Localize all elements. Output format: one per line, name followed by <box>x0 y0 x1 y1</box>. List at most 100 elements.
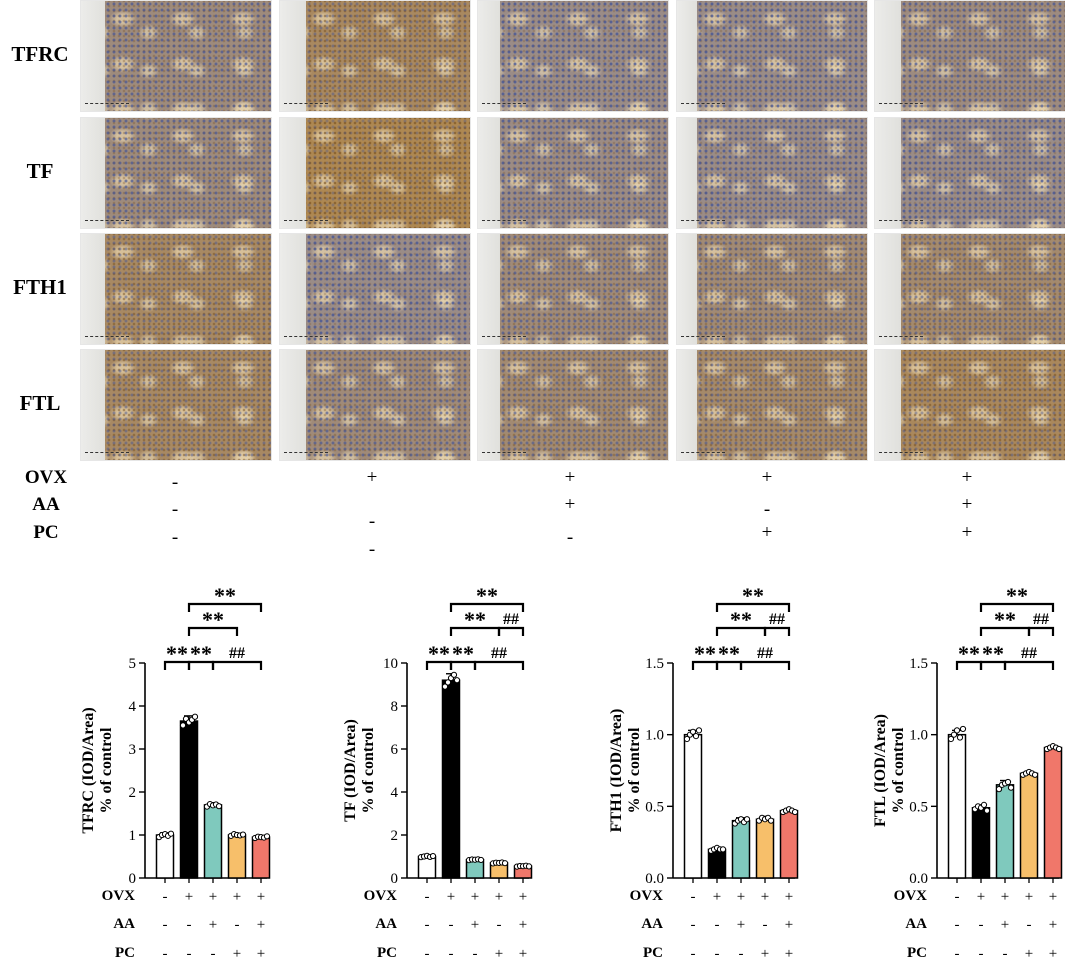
data-point <box>465 857 473 864</box>
bar-group-4 <box>227 834 247 879</box>
significance-label: ## <box>229 645 245 662</box>
y-axis-label: FTL (IOD/Area) <box>872 714 889 827</box>
bar-group-1 <box>417 855 437 879</box>
treatment-mark-ovx-group-5: + <box>961 467 973 488</box>
chart-treatment-mark: + <box>761 889 769 905</box>
stained-tissue <box>306 234 470 344</box>
y-tick-label: 1.0 <box>909 728 928 744</box>
stained-tissue <box>500 350 668 460</box>
stained-tissue <box>697 234 867 344</box>
significance-bracket <box>449 660 477 670</box>
scale-bar <box>482 220 526 224</box>
chart-treatment-mark: + <box>471 889 479 905</box>
y-tick-label: 8 <box>391 699 399 715</box>
treatment-mark-ovx-group-2: + <box>366 467 378 488</box>
data-point <box>998 781 1006 788</box>
y-tick-label: 0 <box>391 871 399 887</box>
chart-treatment-mark: + <box>257 889 265 905</box>
significance-bracket <box>979 602 1055 612</box>
scale-bar <box>284 220 328 224</box>
significance-bracket <box>187 660 215 670</box>
data-point <box>788 807 796 814</box>
cortical-bone-region <box>280 118 306 228</box>
micrograph-tfrc-group-5 <box>874 0 1065 112</box>
data-point <box>453 677 461 684</box>
data-point <box>260 834 268 841</box>
data-point <box>755 817 763 824</box>
data-point <box>167 830 175 837</box>
chart-treatment-label-aa: AA <box>641 916 663 932</box>
significance-label: ## <box>769 611 785 628</box>
data-point <box>719 846 727 853</box>
data-point <box>1007 784 1015 791</box>
stained-tissue <box>697 1 867 111</box>
data-point <box>1028 770 1036 777</box>
chart-treatment-mark: + <box>761 946 769 962</box>
chart-treatment-mark: - <box>1003 946 1008 962</box>
micrograph-tfrc-group-4 <box>676 0 868 112</box>
data-point <box>477 856 485 864</box>
chart-treatment-mark: + <box>185 889 193 905</box>
y-tick-label: 0.0 <box>645 871 664 887</box>
chart-treatment-mark: - <box>163 946 168 962</box>
scale-bar <box>482 336 526 340</box>
data-point <box>1031 771 1039 778</box>
bar-group-5 <box>251 836 271 879</box>
scale-bar <box>681 336 725 340</box>
y-tick-label: 0.5 <box>909 799 928 815</box>
data-point <box>686 731 694 738</box>
chart-treatment-mark: + <box>447 889 455 905</box>
data-point <box>971 806 979 813</box>
stained-tissue <box>306 118 470 228</box>
bar-group-1 <box>947 733 967 879</box>
chart-treatment-label-aa: AA <box>905 916 927 932</box>
micrograph-tf-group-2 <box>279 117 471 229</box>
significance-label: ** <box>190 641 212 666</box>
chart-treatment-mark: + <box>1049 946 1057 962</box>
y-tick-label: 10 <box>383 656 398 672</box>
cortical-bone-region <box>677 350 697 460</box>
data-point <box>191 713 199 720</box>
stained-tissue <box>697 350 867 460</box>
significance-bracket <box>715 626 767 636</box>
cortical-bone-region <box>81 118 105 228</box>
data-point <box>740 819 748 826</box>
y-tick-label: 4 <box>391 785 399 801</box>
data-point <box>1004 778 1012 786</box>
data-point <box>417 854 425 861</box>
chart-treatment-mark: + <box>1049 917 1057 933</box>
significance-bracket <box>449 626 501 636</box>
data-point <box>209 802 217 809</box>
chart-treatment-label-aa: AA <box>113 916 135 932</box>
stained-tissue <box>105 234 271 344</box>
stained-tissue <box>697 118 867 228</box>
y-tick-label: 0.5 <box>645 799 664 815</box>
micrograph-ftl-group-3 <box>477 349 669 461</box>
row-label-fth1: FTH1 <box>13 275 67 299</box>
chart-treatment-label-ovx: OVX <box>630 888 664 904</box>
data-point <box>737 816 745 823</box>
chart-treatment-mark: + <box>233 889 241 905</box>
data-point <box>498 859 506 866</box>
row-label-tf: TF <box>26 159 54 183</box>
data-point <box>767 817 775 824</box>
treatment-mark-pc-group-2: - <box>368 539 376 560</box>
significance-label: ** <box>958 641 980 666</box>
chart-treatment-mark: - <box>163 889 168 905</box>
y-tick-label: 1.0 <box>645 728 664 744</box>
data-point <box>447 674 455 682</box>
data-point <box>734 817 742 824</box>
bar-group-1 <box>155 834 175 879</box>
bar-group-2 <box>179 720 199 879</box>
y-axis-label-secondary: % of control <box>890 727 907 813</box>
data-point <box>489 860 497 867</box>
data-point <box>182 715 190 723</box>
chart-ftl: 0.0 0.5 1.0 1.5 FTL (IOD/Area)% of control **… <box>872 583 1063 962</box>
data-point <box>233 831 241 839</box>
chart-treatment-mark: + <box>1025 889 1033 905</box>
chart-treatment-label-pc: PC <box>643 945 663 961</box>
data-point <box>239 831 247 838</box>
significance-label: ** <box>464 607 486 632</box>
data-point <box>995 786 1003 793</box>
y-tick-label: 1 <box>129 828 137 844</box>
